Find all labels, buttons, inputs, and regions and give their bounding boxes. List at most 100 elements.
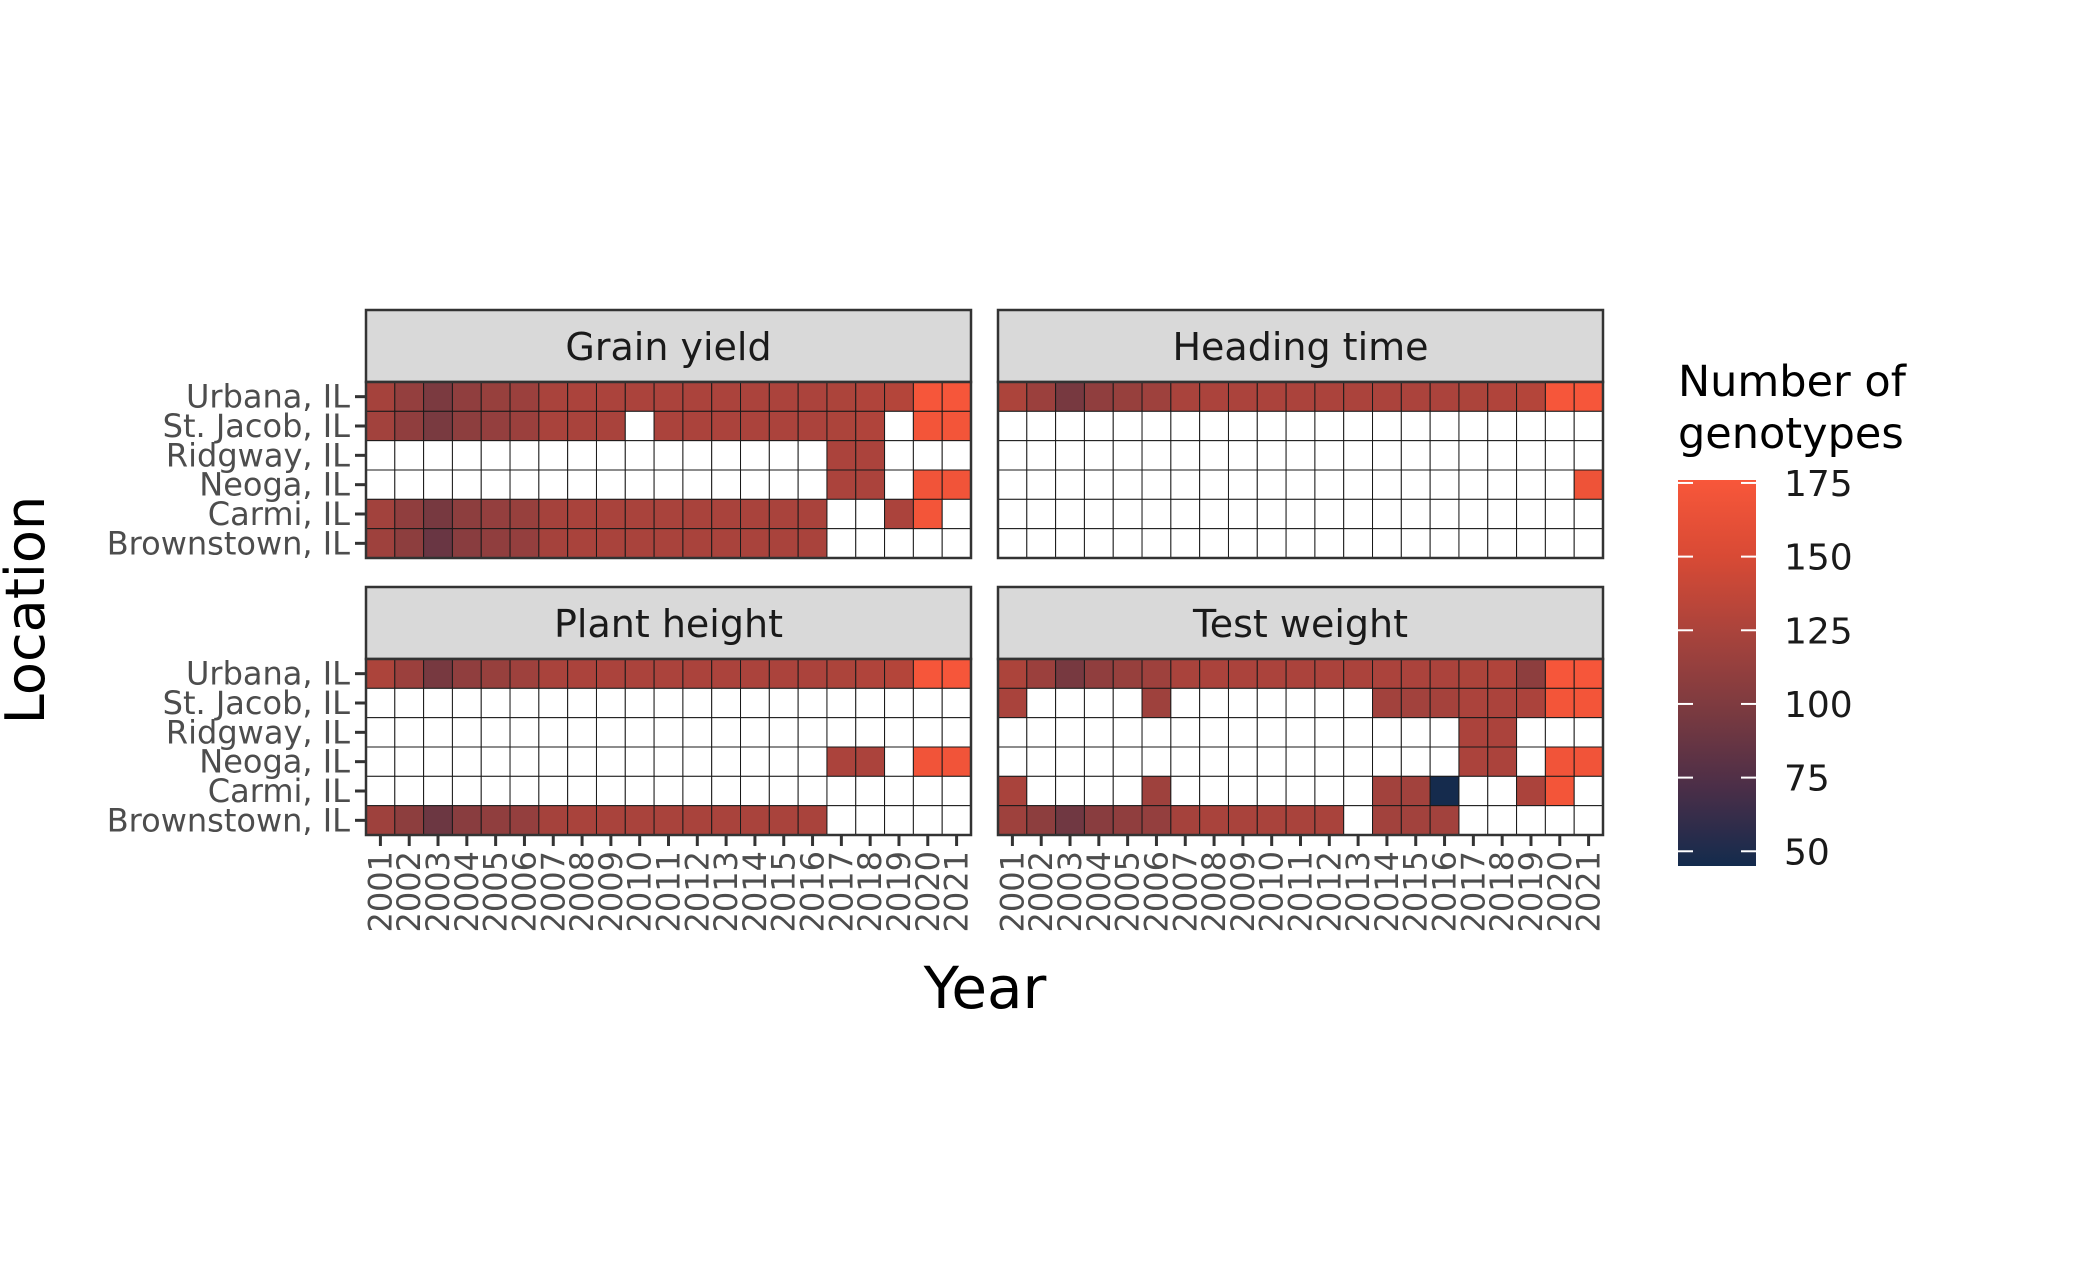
x-tick-label: 2008 [1195, 851, 1233, 932]
colorbar-tick-label: 50 [1784, 832, 1830, 873]
heatmap-cell [941, 528, 972, 559]
heatmap-cell [768, 410, 799, 442]
heatmap-cell [855, 687, 886, 719]
heatmap-cell [1429, 381, 1460, 412]
heatmap-cell [1083, 440, 1114, 471]
heatmap-cell [1314, 469, 1345, 500]
heatmap-cell [1516, 775, 1546, 807]
y-tick-label: Brownstown, IL [107, 524, 350, 562]
heatmap-cell [538, 498, 569, 530]
heatmap-cell [1516, 717, 1546, 748]
heatmap-cell [423, 498, 453, 530]
heatmap-cell [567, 658, 597, 689]
heatmap-cell [1227, 658, 1258, 689]
heatmap-cell [1256, 805, 1287, 836]
heatmap-cell [1516, 746, 1546, 777]
heatmap-cell [365, 498, 396, 530]
heatmap-cell [1141, 381, 1172, 412]
x-tick-label: 2013 [707, 851, 745, 932]
heatmap-cell [1141, 687, 1172, 719]
x-axis-title: Year [923, 954, 1047, 1022]
heatmap-cell [1372, 805, 1402, 836]
heatmap-cell [1516, 440, 1546, 471]
heatmap-cell [1199, 381, 1229, 412]
heatmap-cell [1458, 746, 1489, 777]
heatmap-cell [567, 440, 597, 471]
heatmap-cell [884, 440, 914, 471]
heatmap-cell [538, 805, 569, 836]
heatmap-cell [855, 528, 886, 559]
heatmap-cell [1141, 469, 1172, 500]
heatmap-cell [423, 410, 453, 442]
x-tick-label: 2019 [880, 851, 918, 932]
heatmap-cell [480, 805, 511, 836]
heatmap-cell [1458, 469, 1489, 500]
x-tick-label: 2012 [678, 851, 716, 932]
heatmap-cell [1400, 746, 1431, 777]
heatmap-cell [1141, 658, 1172, 689]
heatmap-cell [1055, 410, 1085, 442]
heatmap-cell [884, 381, 914, 412]
x-tick-label: 2011 [650, 851, 688, 932]
heatmap-cell [768, 498, 799, 530]
heatmap-cell [1516, 805, 1546, 836]
heatmap-cell [1487, 775, 1518, 807]
heatmap-cell [1285, 528, 1316, 559]
heatmap-cell [1199, 528, 1229, 559]
heatmap-cell [1112, 381, 1143, 412]
heatmap-cell [624, 410, 655, 442]
panel: Heading time [996, 308, 1605, 560]
heatmap-cell [1112, 440, 1143, 471]
heatmap-cell [1458, 775, 1489, 807]
heatmap-cell [624, 658, 655, 689]
heatmap-cell [740, 687, 770, 719]
heatmap-cell [682, 498, 713, 530]
heatmap-cell [912, 717, 943, 748]
x-tick-label: 2010 [1253, 851, 1291, 932]
heatmap-cell [1314, 381, 1345, 412]
heatmap-cell [941, 746, 972, 777]
heatmap-cell [423, 687, 453, 719]
y-tick-label: St. Jacob, IL [163, 407, 351, 445]
heatmap-cell [1516, 687, 1546, 719]
heatmap-cell [653, 746, 684, 777]
heatmap-cell [1343, 805, 1374, 836]
heatmap-cell [1083, 687, 1114, 719]
heatmap-cell [1372, 687, 1402, 719]
heatmap-cell [538, 381, 569, 412]
heatmap-cell [1573, 746, 1604, 777]
heatmap-cell [1285, 805, 1316, 836]
heatmap-cell [624, 805, 655, 836]
heatmap-cell [1083, 469, 1114, 500]
heatmap-cell [855, 775, 886, 807]
heatmap-cell [1170, 687, 1201, 719]
heatmap-cell [509, 775, 540, 807]
heatmap-cell [884, 775, 914, 807]
heatmap-cell [1141, 717, 1172, 748]
heatmap-cell [997, 805, 1028, 836]
heatmap-cell [855, 746, 886, 777]
heatmap-cell [884, 658, 914, 689]
heatmap-cell [1141, 410, 1172, 442]
heatmap-cell [509, 469, 540, 500]
heatmap-cell [855, 717, 886, 748]
heatmap-cell [1026, 687, 1057, 719]
heatmap-cell [423, 746, 453, 777]
heatmap-cell [1573, 717, 1604, 748]
heatmap-cell [855, 469, 886, 500]
y-tick-label: Urbana, IL [186, 655, 350, 693]
heatmap-cell [768, 469, 799, 500]
x-tick-label: 2017 [1454, 851, 1492, 932]
heatmap-cell [1112, 717, 1143, 748]
heatmap-cell [365, 775, 396, 807]
heatmap-cell [797, 658, 828, 689]
heatmap-cell [711, 440, 742, 471]
colorbar-tick-label: 175 [1784, 464, 1853, 505]
heatmap-cell [1026, 469, 1057, 500]
heatmap-cell [884, 469, 914, 500]
heatmap-cell [365, 528, 396, 559]
heatmap-cell [711, 498, 742, 530]
heatmap-cell [912, 410, 943, 442]
